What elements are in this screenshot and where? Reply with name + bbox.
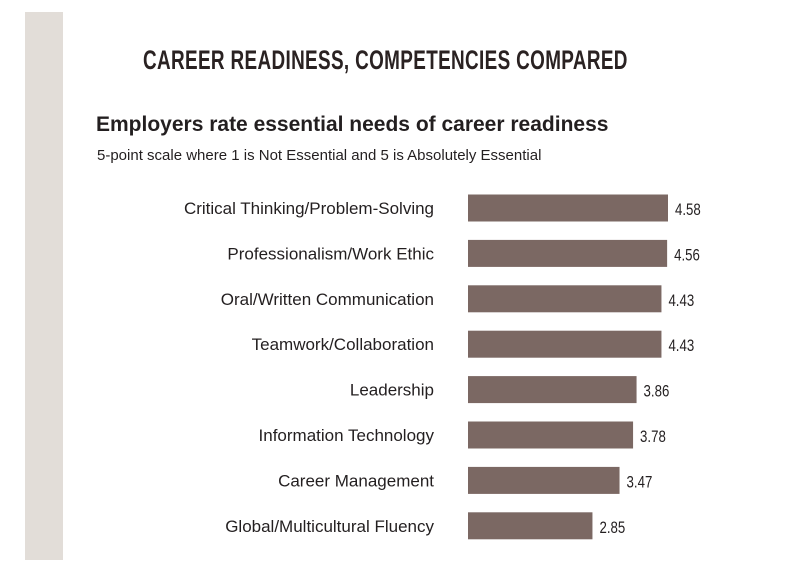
value-label: 4.43 [668, 291, 694, 310]
value-label: 3.47 [627, 473, 653, 492]
side-strip [25, 12, 63, 560]
bar [468, 194, 668, 222]
value-label: 3.78 [640, 428, 666, 447]
category-label: Information Technology [259, 426, 435, 445]
value-label: 4.56 [674, 246, 700, 265]
value-label: 3.86 [644, 382, 670, 401]
bar [468, 239, 668, 267]
category-label: Professionalism/Work Ethic [227, 244, 434, 263]
category-label: Teamwork/Collaboration [252, 335, 434, 354]
category-label: Leadership [350, 381, 434, 400]
category-label: Global/Multicultural Fluency [225, 517, 434, 536]
category-label: Oral/Written Communication [221, 290, 434, 309]
value-label: 4.58 [675, 201, 701, 220]
value-label: 4.43 [668, 337, 694, 356]
bar [468, 512, 593, 540]
bar [468, 330, 662, 358]
chart-title: CAREER READINESS, COMPETENCIES COMPARED [143, 45, 628, 75]
chart-subtitle: Employers rate essential needs of career… [96, 113, 609, 136]
bar [468, 376, 637, 404]
bar [468, 466, 620, 494]
category-label: Critical Thinking/Problem-Solving [184, 199, 434, 218]
bar [468, 285, 662, 313]
bar [468, 421, 634, 449]
category-label: Career Management [278, 471, 434, 490]
value-label: 2.85 [599, 518, 625, 537]
scale-note: 5-point scale where 1 is Not Essential a… [97, 147, 542, 164]
